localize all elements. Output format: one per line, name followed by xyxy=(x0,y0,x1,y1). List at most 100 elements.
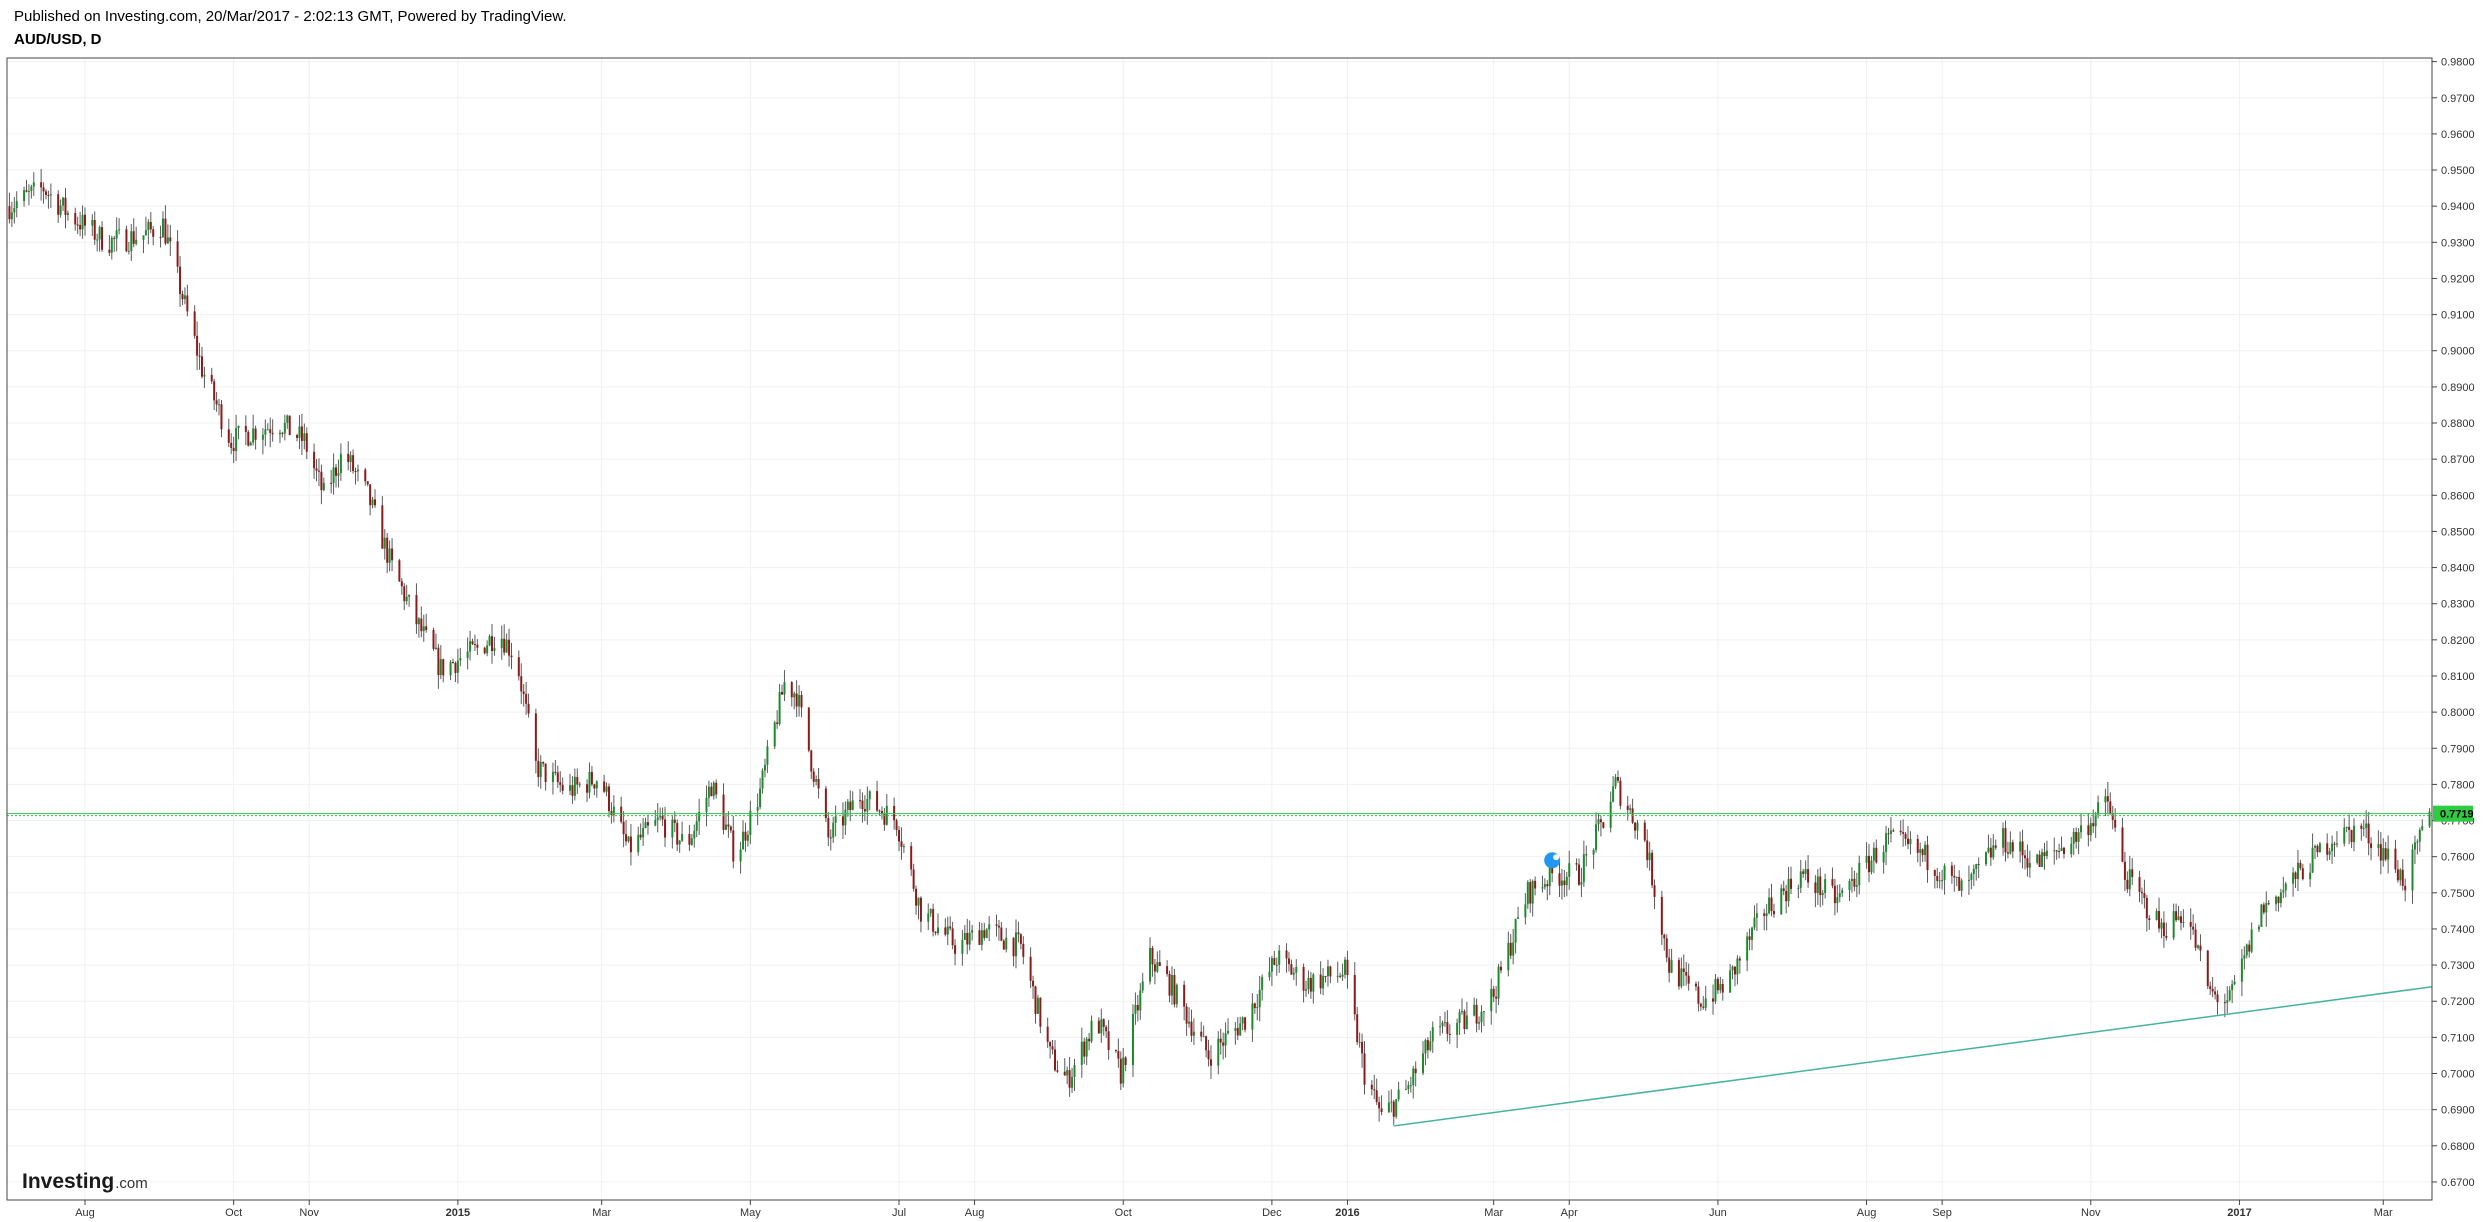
candle xyxy=(542,761,545,768)
candle xyxy=(1392,1099,1395,1125)
candle-body-up xyxy=(1909,839,1912,845)
candle xyxy=(988,916,991,942)
candle-body-down xyxy=(1034,986,1037,1014)
candle xyxy=(951,921,954,950)
candle xyxy=(181,290,184,306)
candle-body-up xyxy=(846,801,849,810)
support-trendline[interactable] xyxy=(1393,986,2433,1127)
candle-body-up xyxy=(868,791,871,800)
candle-body-down xyxy=(281,432,284,434)
candle xyxy=(1239,1016,1242,1036)
chart-event-marker[interactable] xyxy=(1544,852,1561,869)
candle xyxy=(673,811,676,833)
candle-body-down xyxy=(1236,1027,1239,1036)
candle-body-down xyxy=(269,429,272,433)
candle xyxy=(1019,933,1022,950)
candle xyxy=(32,172,35,196)
x-tick-label: 2017 xyxy=(2227,1207,2251,1219)
candle xyxy=(1136,994,1139,1022)
candle xyxy=(2092,809,2095,833)
candle-body-down xyxy=(1183,984,1186,1007)
candle-body-up xyxy=(707,786,710,798)
candle xyxy=(1885,825,1888,866)
candle-body-up xyxy=(1278,950,1281,965)
candle-body-up xyxy=(2416,841,2419,843)
candle xyxy=(810,749,813,780)
y-tick-label: 0.9400 xyxy=(2441,201,2475,213)
candle-body-up xyxy=(1836,897,1839,904)
candle-body-down xyxy=(951,928,954,946)
candle xyxy=(1090,1015,1093,1044)
candle xyxy=(929,908,932,917)
candle-body-down xyxy=(2206,950,2209,987)
candle xyxy=(74,207,77,231)
candle-body-up xyxy=(493,648,496,652)
candle-body-down xyxy=(2396,869,2399,881)
candle-body-up xyxy=(963,932,966,941)
candle-body-up xyxy=(693,830,696,839)
candle xyxy=(1083,1037,1086,1064)
candle-body-down xyxy=(2075,831,2078,842)
candle-body-down xyxy=(1665,938,1668,958)
candle xyxy=(1868,843,1871,883)
candle xyxy=(110,235,113,260)
candle xyxy=(1131,1004,1134,1078)
candle-body-down xyxy=(1694,983,1697,987)
candle-body-down xyxy=(1361,1041,1364,1054)
candle xyxy=(420,606,423,638)
candle-body-down xyxy=(576,776,579,785)
candle xyxy=(147,219,150,245)
candle xyxy=(2106,781,2109,815)
marker-circle[interactable] xyxy=(1544,852,1561,869)
candle xyxy=(164,205,167,246)
candle-body-down xyxy=(320,471,323,491)
candle xyxy=(1287,951,1290,972)
candle-body-down xyxy=(471,641,474,645)
candle xyxy=(917,897,920,920)
candle-body-up xyxy=(1100,1019,1103,1034)
candle xyxy=(415,583,418,634)
candle xyxy=(983,922,986,941)
candle-body-down xyxy=(1302,966,1305,991)
candle xyxy=(1704,985,1707,1011)
candle-body-down xyxy=(420,618,423,632)
candle xyxy=(1166,960,1169,977)
candle xyxy=(408,594,411,607)
candle xyxy=(1153,959,1156,985)
candle xyxy=(1085,1036,1088,1066)
y-tick-label: 0.7300 xyxy=(2441,960,2475,972)
candle-body-down xyxy=(2140,891,2143,894)
candle-body-down xyxy=(2384,848,2387,860)
candle xyxy=(2055,849,2058,860)
chart-symbol-label: AUD/USD, D xyxy=(14,31,102,48)
candle xyxy=(1117,1038,1120,1068)
candle-body-down xyxy=(57,194,60,215)
candle-body-up xyxy=(1441,1022,1444,1027)
candle xyxy=(2301,863,2304,881)
y-tick-label: 0.6700 xyxy=(2441,1177,2475,1189)
candle xyxy=(1636,820,1639,840)
candle xyxy=(1989,838,1992,866)
candle-body-down xyxy=(1219,1038,1222,1043)
candle xyxy=(1032,975,1035,999)
candle xyxy=(2343,818,2346,847)
candle xyxy=(2282,876,2285,899)
candle xyxy=(2240,949,2243,997)
candle xyxy=(2111,805,2114,830)
price-axis[interactable]: 0.9800 0.9700 0.9600 0.9500 0.9400 0.9300 0.92… xyxy=(2432,57,2475,1189)
x-tick-label: Nov xyxy=(299,1207,319,1219)
candle xyxy=(1353,962,1356,1021)
candle-body-down xyxy=(1222,1042,1225,1046)
candle-body-down xyxy=(1626,805,1629,810)
candle xyxy=(42,182,45,204)
candle-body-down xyxy=(1046,1026,1049,1042)
time-axis[interactable]: Aug Oct Nov 2015 Mar May Jul Aug Oct Dec 2016 Mar Ap… xyxy=(75,1200,2393,1219)
candle-body-up xyxy=(166,237,169,244)
candle-body-up xyxy=(2418,829,2421,842)
candle xyxy=(1889,817,1892,843)
candle xyxy=(2362,819,2365,837)
candle-body-up xyxy=(249,442,252,446)
candle-body-down xyxy=(2214,991,2217,995)
candle xyxy=(2097,795,2100,819)
candle xyxy=(2038,850,2041,867)
